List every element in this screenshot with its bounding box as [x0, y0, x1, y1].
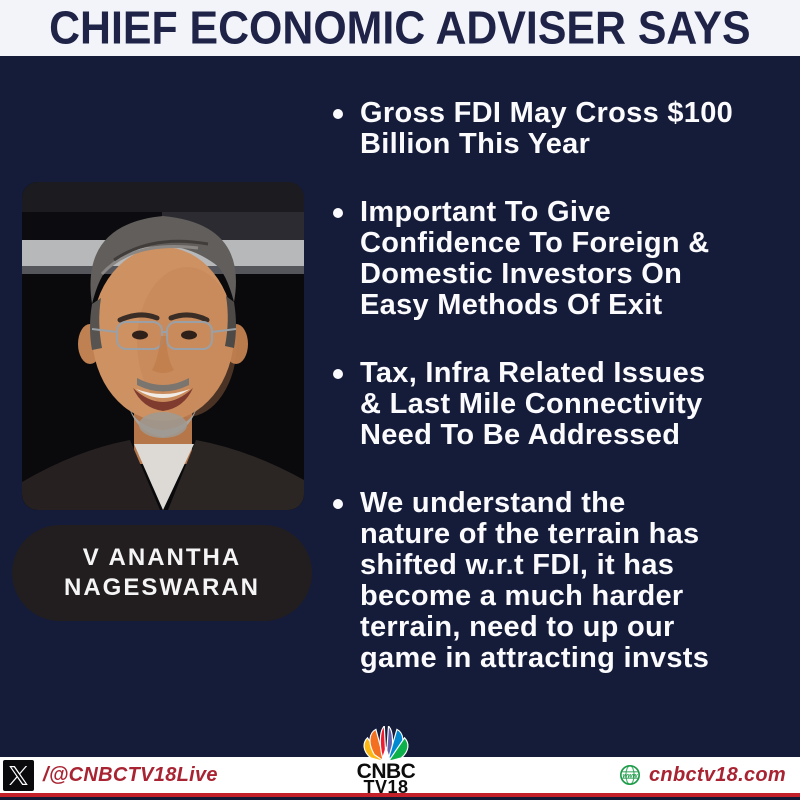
- bullet-item: Gross FDI May Cross $100 Billion This Ye…: [333, 98, 789, 160]
- bullet-item: Tax, Infra Related Issues & Last Mile Co…: [333, 358, 789, 451]
- bullet-item: Important To Give Confidence To Foreign …: [333, 197, 789, 321]
- portrait-illustration: [22, 182, 304, 510]
- bullet-text: Important To Give Confidence To Foreign …: [360, 196, 710, 321]
- bottom-red-stripe: [0, 793, 800, 797]
- bottom-navy-stripe: [0, 797, 800, 800]
- speaker-name: V ANANTHA NAGESWARAN: [63, 544, 260, 601]
- bullet-text: We understand the nature of the terrain …: [360, 487, 710, 674]
- portrait-photo: [22, 182, 304, 510]
- footer-bar: /@CNBCTV18Live www cnbctv18.com: [0, 757, 800, 793]
- page-title: CHIEF ECONOMIC ADVISER SAYS: [49, 1, 751, 54]
- logo-text-tv18: TV18: [363, 777, 409, 797]
- bullet-dot: [333, 369, 343, 379]
- svg-text:www: www: [623, 772, 639, 779]
- globe-www-icon: www: [619, 764, 641, 786]
- bullet-text: Gross FDI May Cross $100 Billion This Ye…: [360, 97, 734, 160]
- x-logo-icon: [9, 765, 28, 785]
- cnbc-tv18-logo: CNBC TV18: [346, 726, 426, 797]
- header-banner: CHIEF ECONOMIC ADVISER SAYS: [0, 0, 800, 56]
- bullet-list: Gross FDI May Cross $100 Billion This Ye…: [333, 98, 789, 674]
- x-logo: [3, 759, 34, 791]
- bullet-text: Tax, Infra Related Issues & Last Mile Co…: [360, 357, 706, 451]
- speaker-name-pill: V ANANTHA NAGESWARAN: [12, 525, 312, 621]
- logo-text-cnbc: CNBC: [356, 760, 416, 783]
- bullet-dot: [333, 109, 343, 119]
- bullet-dot: [333, 499, 343, 509]
- x-handle-link[interactable]: /@CNBCTV18Live: [43, 763, 218, 786]
- peacock-icon: [363, 726, 409, 763]
- website-link[interactable]: cnbctv18.com: [649, 763, 786, 786]
- bullet-dot: [333, 208, 343, 218]
- bullet-item: We understand the nature of the terrain …: [333, 488, 789, 674]
